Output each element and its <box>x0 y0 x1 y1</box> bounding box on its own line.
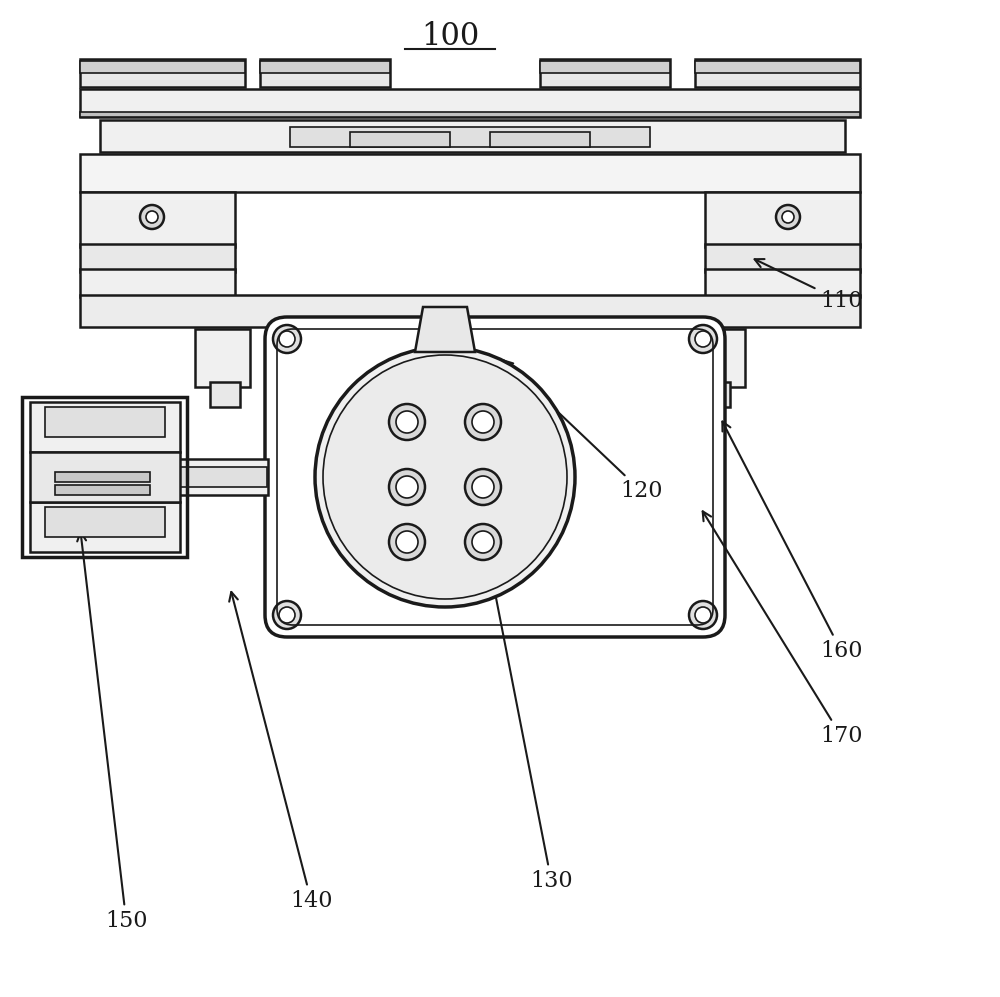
Bar <box>80 192 235 247</box>
Bar <box>290 127 650 147</box>
Bar <box>260 59 390 87</box>
Bar <box>705 192 860 247</box>
Circle shape <box>689 325 717 353</box>
Bar <box>375 355 465 387</box>
Bar <box>175 467 267 487</box>
Bar <box>30 402 180 452</box>
Text: 140: 140 <box>229 592 332 912</box>
Circle shape <box>465 524 501 560</box>
Circle shape <box>315 347 575 607</box>
Bar <box>55 485 150 495</box>
Bar <box>540 59 670 87</box>
Circle shape <box>782 211 794 223</box>
Circle shape <box>323 355 567 599</box>
FancyBboxPatch shape <box>265 317 725 637</box>
Bar <box>140 452 155 502</box>
Circle shape <box>396 476 418 498</box>
Circle shape <box>396 531 418 553</box>
Bar <box>432 427 452 452</box>
Bar <box>150 442 175 512</box>
Bar <box>45 407 165 437</box>
Circle shape <box>776 205 800 229</box>
Text: 160: 160 <box>722 422 862 662</box>
Text: 130: 130 <box>488 572 573 892</box>
Circle shape <box>472 476 494 498</box>
Bar <box>210 382 240 407</box>
Circle shape <box>389 524 425 560</box>
Text: 110: 110 <box>755 259 862 312</box>
Circle shape <box>472 411 494 433</box>
Bar <box>540 61 670 73</box>
Bar <box>700 382 730 407</box>
Bar <box>705 244 860 272</box>
Circle shape <box>472 531 494 553</box>
Bar <box>80 112 860 117</box>
Circle shape <box>140 205 164 229</box>
Circle shape <box>689 601 717 629</box>
Bar <box>80 61 245 73</box>
Bar <box>401 432 411 437</box>
Bar <box>690 329 745 387</box>
Bar <box>100 120 845 152</box>
Bar <box>80 59 245 87</box>
Bar <box>695 61 860 73</box>
Bar <box>45 507 165 537</box>
Bar <box>380 402 460 432</box>
Bar <box>55 472 150 482</box>
Circle shape <box>273 325 301 353</box>
Circle shape <box>465 469 501 505</box>
Polygon shape <box>415 307 475 352</box>
Bar <box>695 59 860 87</box>
Text: 120: 120 <box>504 361 662 502</box>
Circle shape <box>695 607 711 623</box>
Circle shape <box>695 331 711 347</box>
Bar <box>705 269 860 297</box>
Bar <box>80 269 235 297</box>
Circle shape <box>279 331 295 347</box>
Bar <box>30 452 180 502</box>
Text: 170: 170 <box>703 511 862 747</box>
Bar <box>80 154 860 192</box>
Text: 150: 150 <box>77 532 148 932</box>
Bar <box>393 407 453 432</box>
Bar <box>388 427 408 452</box>
Bar <box>195 329 250 387</box>
Bar <box>390 385 450 407</box>
Bar <box>30 502 180 552</box>
Circle shape <box>273 601 301 629</box>
Bar <box>22 397 187 557</box>
Bar <box>350 132 450 147</box>
Bar <box>80 244 235 272</box>
Bar <box>490 132 590 147</box>
Circle shape <box>389 469 425 505</box>
Circle shape <box>465 404 501 440</box>
Circle shape <box>389 404 425 440</box>
Bar <box>80 295 860 327</box>
Bar <box>435 432 445 437</box>
Circle shape <box>146 211 158 223</box>
Circle shape <box>279 607 295 623</box>
Bar <box>260 61 390 73</box>
Bar <box>160 459 268 495</box>
Text: 100: 100 <box>421 22 479 53</box>
Bar <box>80 89 860 117</box>
Circle shape <box>396 411 418 433</box>
